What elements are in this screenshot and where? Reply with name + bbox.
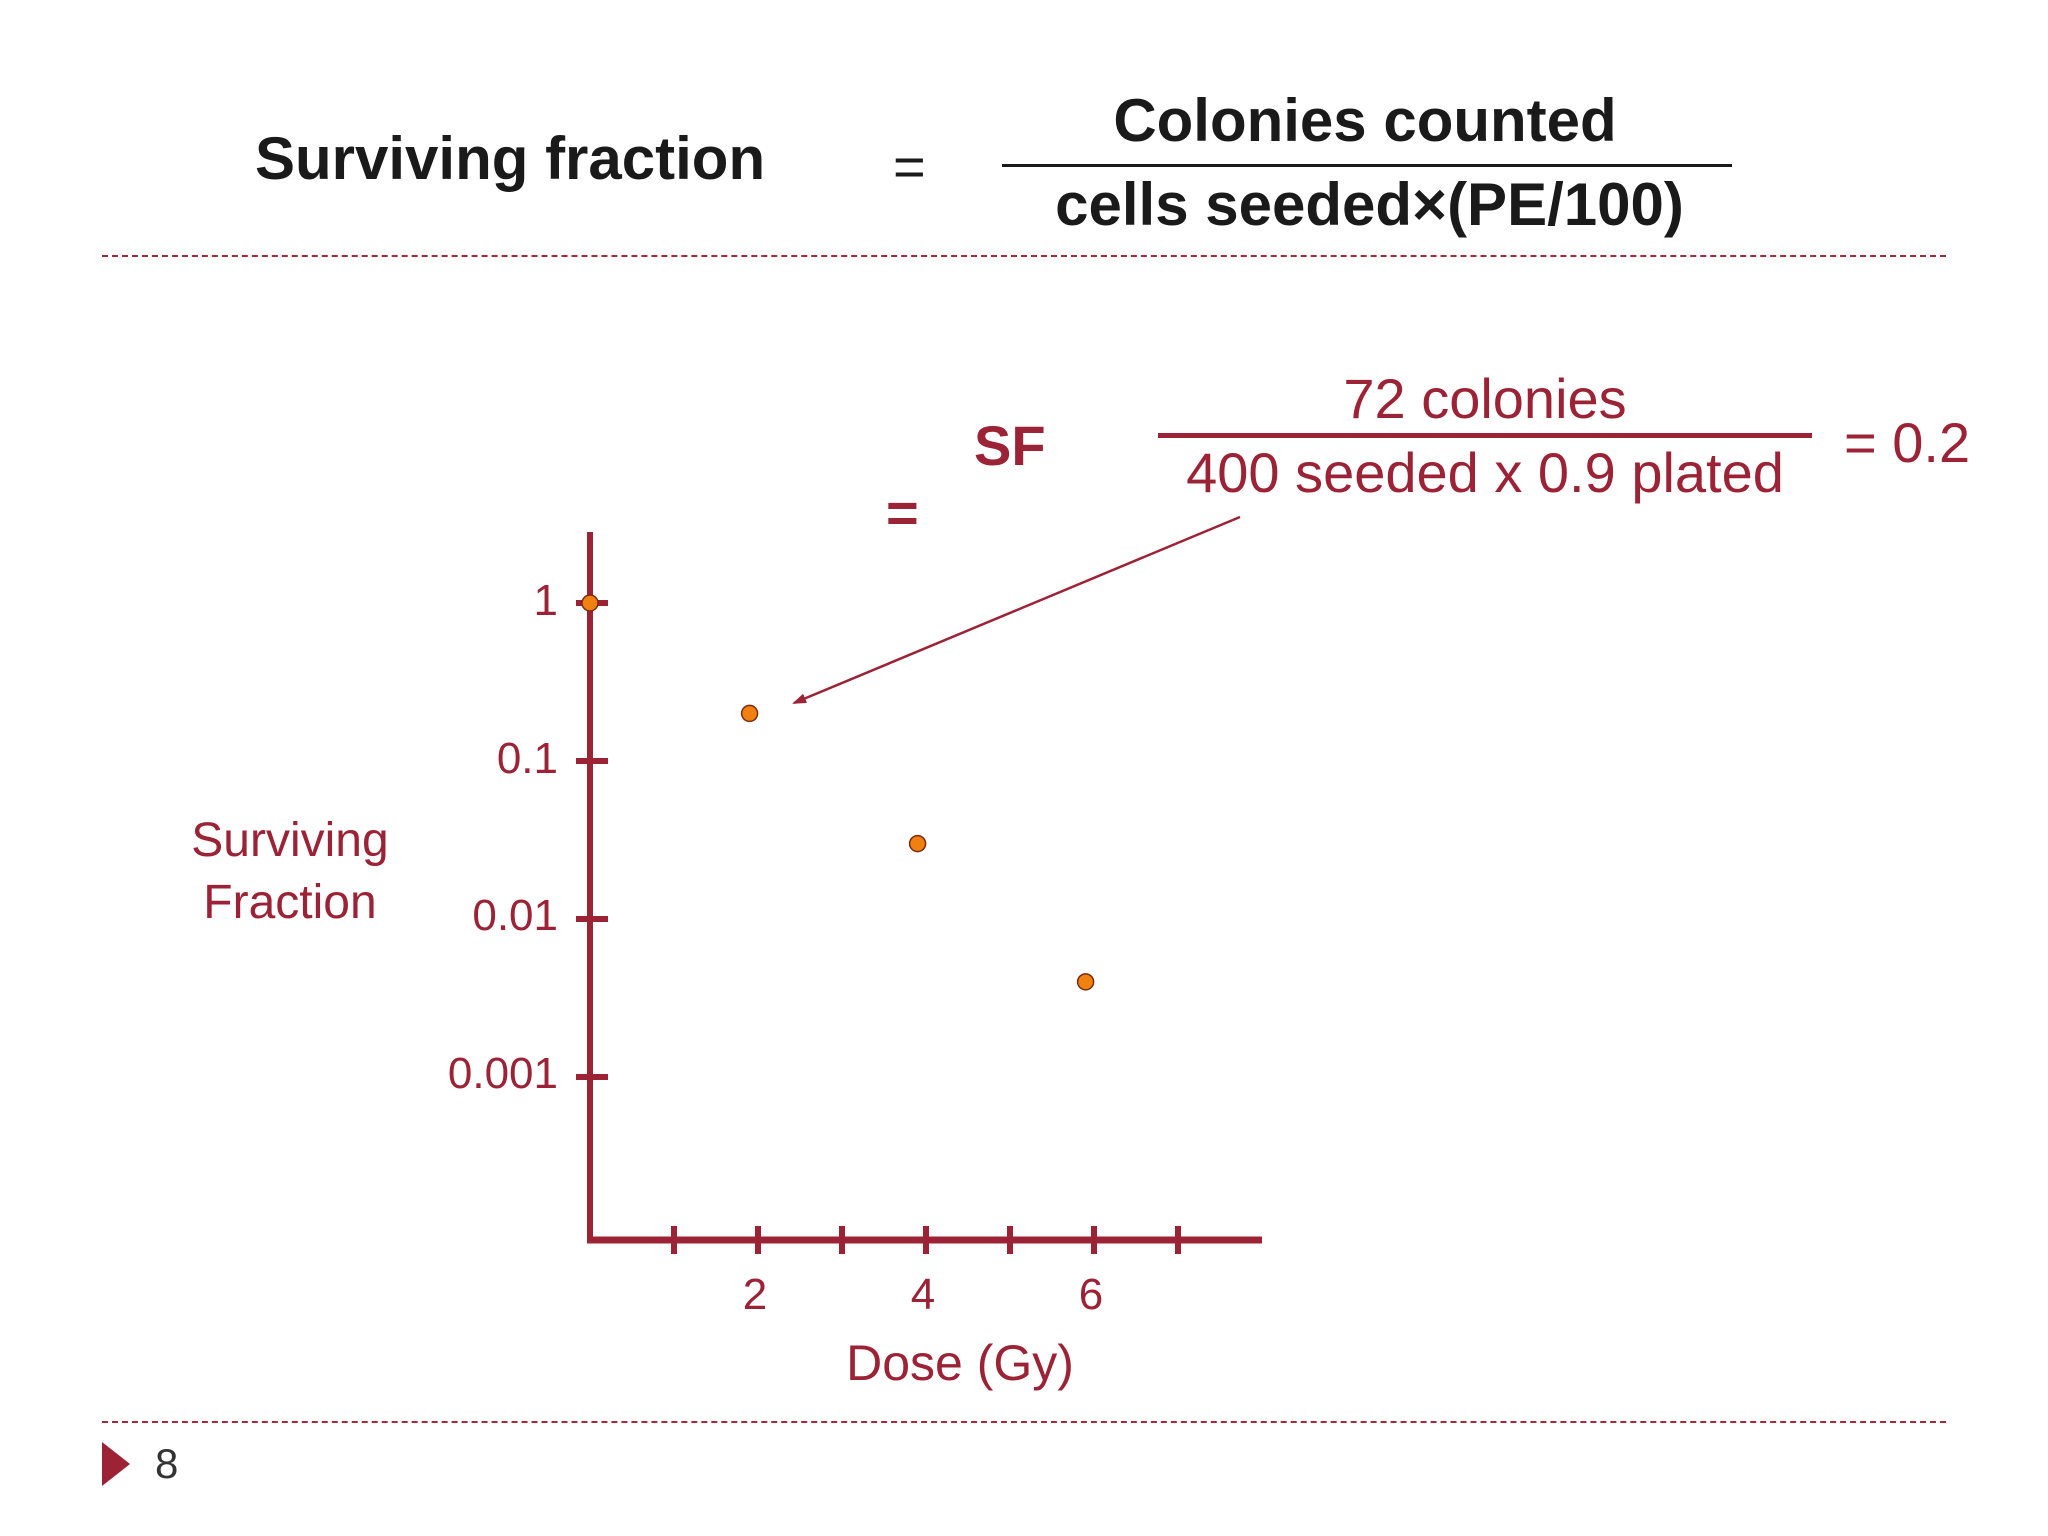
- calc-result: = 0.2: [1844, 411, 1971, 474]
- footer-divider: [102, 1421, 1946, 1423]
- data-point: [581, 594, 599, 612]
- x-tick-label: 2: [742, 1270, 768, 1319]
- y-axis-title: Surviving Fraction: [191, 814, 389, 929]
- play-triangle-icon: [102, 1442, 130, 1486]
- calc-fraction-bar: [1158, 433, 1812, 438]
- header-divider: [102, 255, 1946, 257]
- formula-denominator: cells seeded×(PE/100): [1055, 171, 1684, 238]
- formula-equals: =: [893, 135, 926, 198]
- x-axis-title: Dose (Gy): [846, 1335, 1074, 1391]
- annotation-arrow: [792, 515, 1241, 705]
- y-tick-label: 0.01: [472, 891, 558, 940]
- x-tick-label: 6: [1078, 1270, 1104, 1319]
- formula-numerator: Colonies counted: [1113, 87, 1617, 154]
- sf-equals: =: [886, 481, 919, 544]
- x-tick-label: 4: [910, 1270, 936, 1319]
- formula-fraction-bar: [1002, 164, 1732, 167]
- y-tick-label: 1: [533, 576, 558, 625]
- y-tick-label: 0.1: [496, 734, 558, 783]
- data-point: [740, 704, 759, 723]
- slide-number: 8: [155, 1440, 179, 1487]
- calc-numerator: 72 colonies: [1343, 367, 1627, 430]
- formula-lhs: Surviving fraction: [255, 125, 766, 192]
- calc-denominator: 400 seeded x 0.9 plated: [1186, 441, 1784, 504]
- sf-label: SF: [974, 414, 1046, 477]
- chart-axes: [576, 532, 1262, 1254]
- chart-points: [581, 594, 1095, 991]
- y-tick-label: 0.001: [447, 1049, 558, 1098]
- data-point: [1076, 973, 1095, 991]
- data-point: [908, 834, 927, 853]
